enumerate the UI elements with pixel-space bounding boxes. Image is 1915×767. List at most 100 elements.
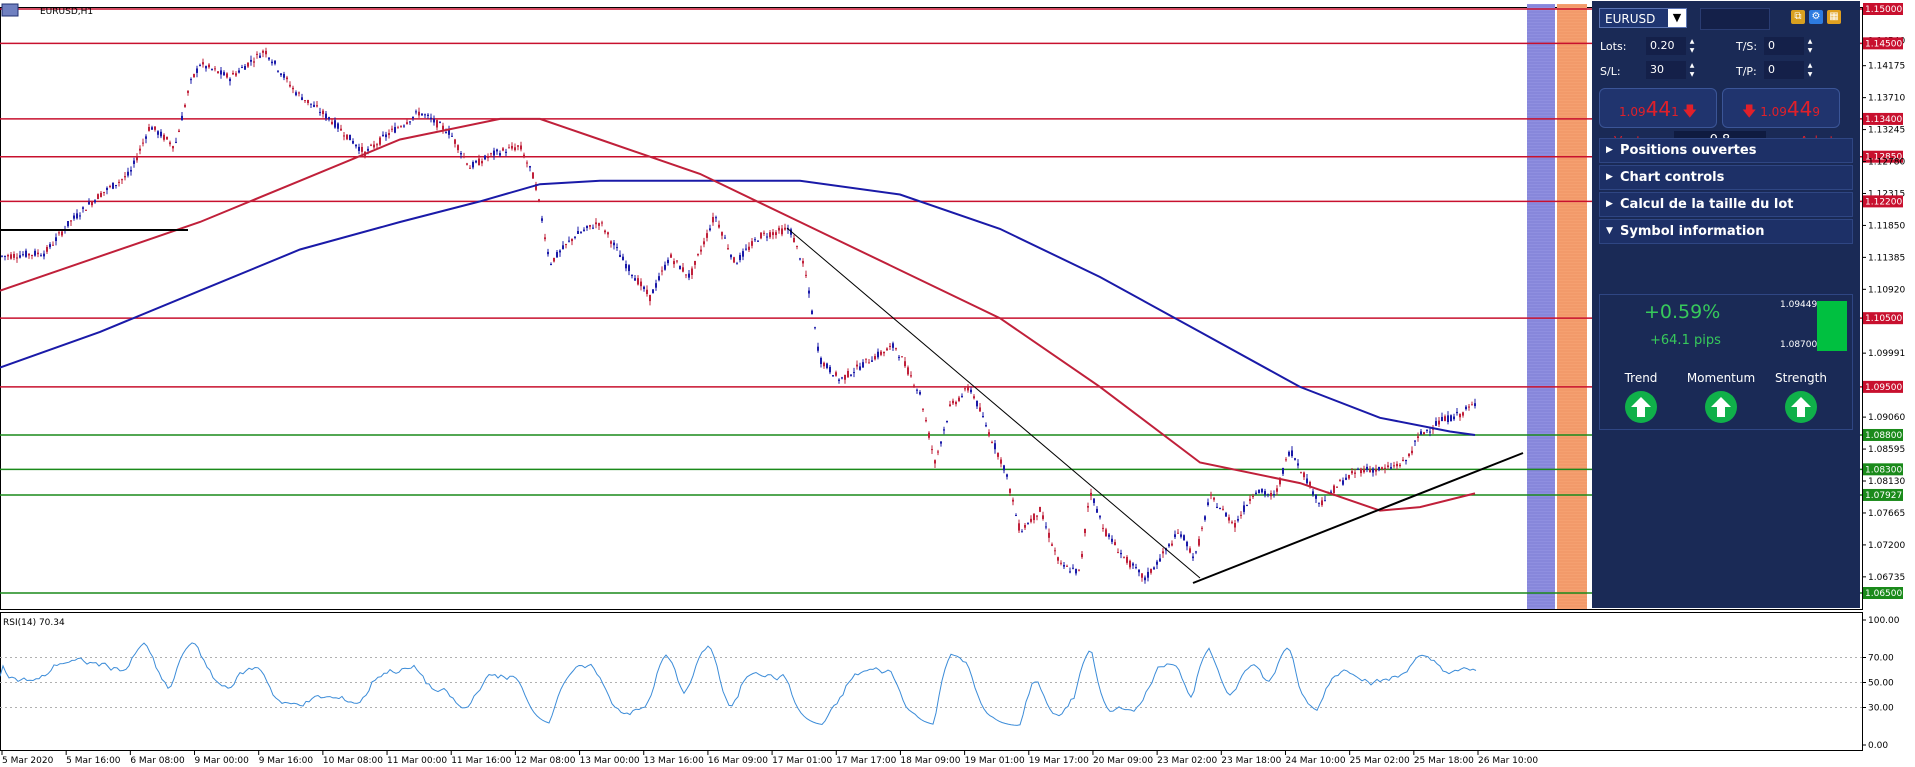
candle-body: [697, 254, 699, 256]
section-symbol-information[interactable]: ▼ Symbol information: [1599, 219, 1853, 244]
candle-body: [58, 232, 60, 234]
candle-body: [529, 166, 531, 168]
candle-body: [259, 55, 261, 58]
candle-body: [589, 224, 591, 227]
candle-body: [823, 362, 825, 367]
strength-up-icon: [1785, 391, 1817, 423]
candle-body: [988, 432, 990, 436]
candle-body: [628, 265, 630, 272]
candle-body: [1471, 404, 1473, 406]
sl-stepper[interactable]: ▲ ▼: [1689, 62, 1695, 78]
layout-icon[interactable]: ▦: [1827, 10, 1841, 24]
candle-body: [1375, 469, 1377, 472]
candle-body: [1063, 564, 1065, 567]
candle-body: [1318, 502, 1320, 504]
candle-body: [1156, 561, 1158, 565]
candle-body: [427, 114, 429, 116]
candle-body: [1180, 534, 1182, 537]
section-chart-controls[interactable]: ▶ Chart controls: [1599, 165, 1853, 190]
section-lot-calculator[interactable]: ▶ Calcul de la taille du lot: [1599, 192, 1853, 217]
copy-icon[interactable]: ⧉: [1791, 10, 1805, 24]
price-tag-label: 1.10500: [1865, 314, 1902, 324]
candle-body: [976, 400, 978, 407]
price-tick: 1.11385: [1868, 253, 1905, 263]
candle-body: [1354, 472, 1356, 474]
trendline-down[interactable]: [786, 227, 1201, 579]
ts-stepper[interactable]: ▲ ▼: [1807, 38, 1813, 54]
trendline-up[interactable]: [1192, 452, 1524, 584]
candle-body: [4, 255, 6, 257]
candle-body: [139, 148, 141, 151]
price-tick: 1.12315: [1868, 189, 1905, 199]
change-pips: +64.1 pips: [1650, 333, 1721, 348]
candle-body: [547, 251, 549, 255]
candle-body: [640, 281, 642, 287]
candle-body: [406, 122, 408, 124]
candle-body: [1186, 541, 1188, 547]
tp-input[interactable]: 0: [1764, 61, 1804, 79]
lots-input[interactable]: 0.20: [1646, 37, 1686, 55]
candle-body: [391, 128, 393, 130]
candle-body: [388, 133, 390, 136]
candle-body: [91, 201, 93, 206]
candle-body: [1330, 491, 1332, 494]
candle-body: [1405, 460, 1407, 462]
candle-body: [1453, 416, 1455, 420]
candle-body: [469, 167, 471, 169]
candle-body: [1072, 567, 1074, 569]
candle-body: [115, 184, 117, 186]
candle-body: [1174, 534, 1176, 538]
candle-body: [250, 59, 252, 62]
price-tick: 1.09060: [1868, 413, 1905, 423]
candle-body: [559, 250, 561, 253]
candle-body: [931, 449, 933, 451]
candle-body: [409, 121, 411, 123]
candle-body: [775, 232, 777, 236]
candle-body: [1045, 526, 1047, 528]
candle-body: [1027, 523, 1029, 525]
candle-body: [1135, 567, 1137, 569]
ts-input[interactable]: 0: [1764, 37, 1804, 55]
sl-input[interactable]: 30: [1646, 61, 1686, 79]
candle-body: [520, 145, 522, 150]
settings-icon[interactable]: ⚙: [1809, 10, 1823, 24]
candle-body: [1069, 571, 1071, 573]
tp-stepper[interactable]: ▲ ▼: [1807, 62, 1813, 78]
candle-body: [1339, 480, 1341, 482]
zone-stripes: [1527, 5, 1587, 607]
symbol-select[interactable]: EURUSD ▼: [1599, 8, 1687, 28]
candle-body: [1468, 406, 1470, 408]
rsi-tick: 100.00: [1868, 616, 1900, 626]
candle-body: [883, 351, 885, 354]
candle-body: [451, 135, 453, 137]
candle-body: [1285, 459, 1287, 461]
candle-body: [667, 259, 669, 264]
candle-body: [1150, 568, 1152, 573]
sell-button[interactable]: 1.09441 🡇: [1599, 88, 1717, 128]
caret-right-icon: ▶: [1606, 145, 1613, 155]
candle-body: [610, 241, 612, 244]
candle-body: [1177, 532, 1179, 534]
candle-body: [1051, 544, 1053, 546]
lots-stepper[interactable]: ▲ ▼: [1689, 38, 1695, 54]
candle-body: [313, 104, 315, 107]
date-tick: 13 Mar 16:00: [644, 756, 704, 766]
candle-body: [1369, 469, 1371, 473]
chevron-down-icon[interactable]: ▼: [1668, 9, 1686, 27]
symbol-search-input[interactable]: [1700, 8, 1770, 30]
candle-body: [1324, 500, 1326, 502]
section-positions-ouvertes[interactable]: ▶ Positions ouvertes: [1599, 138, 1853, 163]
candle-body: [316, 105, 318, 107]
candle-body: [634, 278, 636, 281]
candle-body: [304, 100, 306, 102]
candle-body: [712, 216, 714, 223]
price-tag-label: 1.12200: [1865, 197, 1902, 207]
candle-body: [46, 246, 48, 252]
buy-button[interactable]: 🡇 1.09449: [1722, 88, 1840, 128]
date-tick: 25 Mar 18:00: [1414, 756, 1474, 766]
candle-body: [925, 420, 927, 422]
candle-body: [958, 397, 960, 402]
caret-right-icon: ▶: [1606, 199, 1613, 209]
candle-body: [1294, 458, 1296, 460]
